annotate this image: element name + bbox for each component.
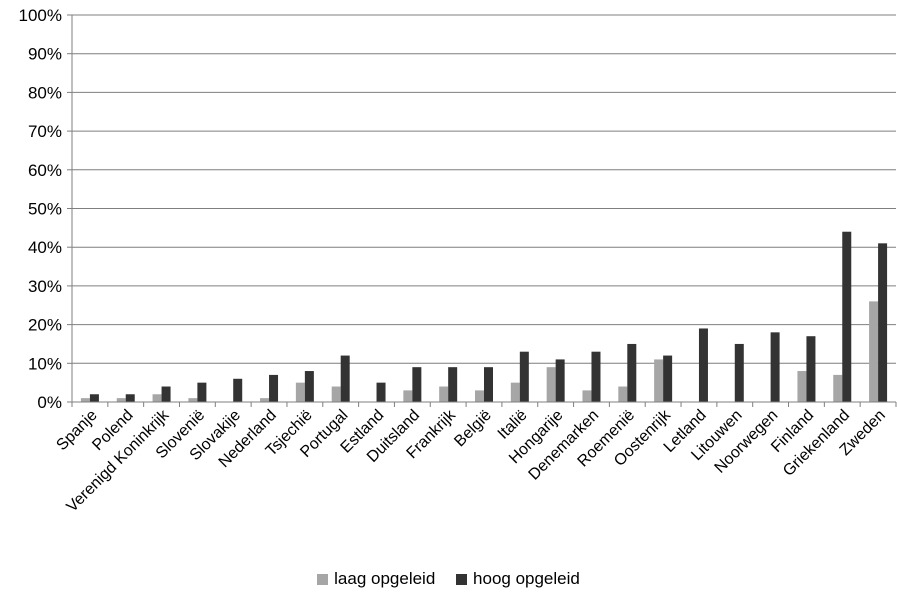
- bar-laag: [654, 359, 664, 402]
- bar-hoog: [878, 243, 888, 402]
- bar-hoog: [591, 351, 601, 402]
- bar-hoog: [89, 394, 99, 402]
- y-tick-label: 80%: [28, 83, 62, 102]
- bar-hoog: [340, 355, 350, 402]
- bar-hoog: [627, 343, 637, 402]
- y-tick-label: 100%: [19, 6, 62, 25]
- bar-hoog: [734, 343, 744, 402]
- bar-hoog: [663, 355, 673, 402]
- bar-laag: [116, 398, 126, 402]
- y-tick-label: 40%: [28, 238, 62, 257]
- bar-hoog: [197, 382, 207, 402]
- bar-laag: [152, 394, 162, 402]
- bar-laag: [403, 390, 413, 402]
- legend-label-laag: laag opgeleid: [334, 569, 436, 588]
- gridlines: [67, 14, 896, 403]
- y-tick-label: 0%: [37, 393, 62, 412]
- legend-item-hoog: hoog opgeleid: [456, 569, 580, 589]
- legend-label-hoog: hoog opgeleid: [473, 569, 580, 588]
- y-tick-label: 60%: [28, 161, 62, 180]
- bar-laag: [80, 398, 90, 402]
- bar-laag: [475, 390, 484, 402]
- bar-hoog: [484, 367, 493, 402]
- y-tick-label: 20%: [28, 316, 62, 335]
- bar-laag: [260, 398, 270, 402]
- bar-hoog: [770, 332, 780, 402]
- bar-hoog: [161, 386, 171, 402]
- bar-laag: [833, 374, 843, 402]
- bar-hoog: [233, 378, 243, 402]
- legend-swatch-hoog: [456, 573, 468, 585]
- bars: [80, 231, 888, 402]
- bar-laag: [188, 398, 198, 402]
- y-tick-label: 30%: [28, 277, 62, 296]
- bar-hoog: [698, 328, 708, 402]
- bar-laag: [546, 367, 556, 402]
- bar-laag: [510, 382, 520, 402]
- axes: [71, 15, 897, 407]
- bar-hoog: [806, 336, 816, 402]
- bar-hoog: [448, 367, 458, 402]
- bar-laag: [439, 386, 449, 402]
- bar-hoog: [842, 231, 852, 402]
- y-tick-label: 70%: [28, 122, 62, 141]
- x-category-label: België: [451, 407, 495, 451]
- bar-hoog: [125, 394, 135, 402]
- y-tick-label: 90%: [28, 45, 62, 64]
- y-axis-tick-labels: 0% 10% 20% 30% 40% 50% 60% 70% 80% 90% 100%: [19, 6, 62, 412]
- bar-hoog: [555, 359, 565, 402]
- bar-laag: [797, 371, 807, 402]
- legend-item-laag: laag opgeleid: [317, 569, 435, 589]
- bar-laag: [869, 301, 879, 402]
- bar-hoog: [304, 371, 314, 402]
- bar-hoog: [412, 367, 422, 402]
- bar-hoog: [269, 374, 279, 402]
- y-tick-label: 10%: [28, 354, 62, 373]
- bar-laag: [618, 386, 628, 402]
- bar-hoog: [519, 351, 529, 402]
- y-tick-label: 50%: [28, 200, 62, 219]
- legend-swatch-laag: [317, 573, 329, 585]
- bar-laag: [295, 382, 305, 402]
- bar-laag: [331, 386, 341, 402]
- bar-hoog: [376, 382, 386, 402]
- legend: laag opgeleid hoog opgeleid: [0, 569, 897, 590]
- bar-laag: [582, 390, 592, 402]
